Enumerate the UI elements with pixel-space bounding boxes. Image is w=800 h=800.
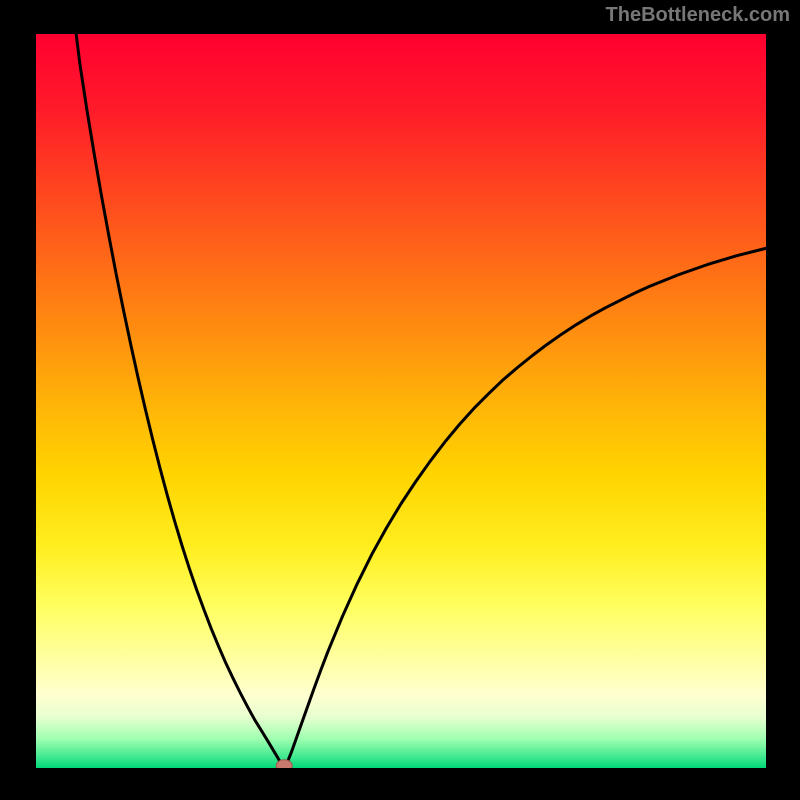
- minimum-marker: [276, 760, 292, 768]
- chart-container: TheBottleneck.com: [0, 0, 800, 800]
- curve-layer: [36, 34, 766, 768]
- bottleneck-curve: [76, 34, 766, 768]
- plot-area: [36, 34, 766, 768]
- watermark-text: TheBottleneck.com: [606, 4, 790, 27]
